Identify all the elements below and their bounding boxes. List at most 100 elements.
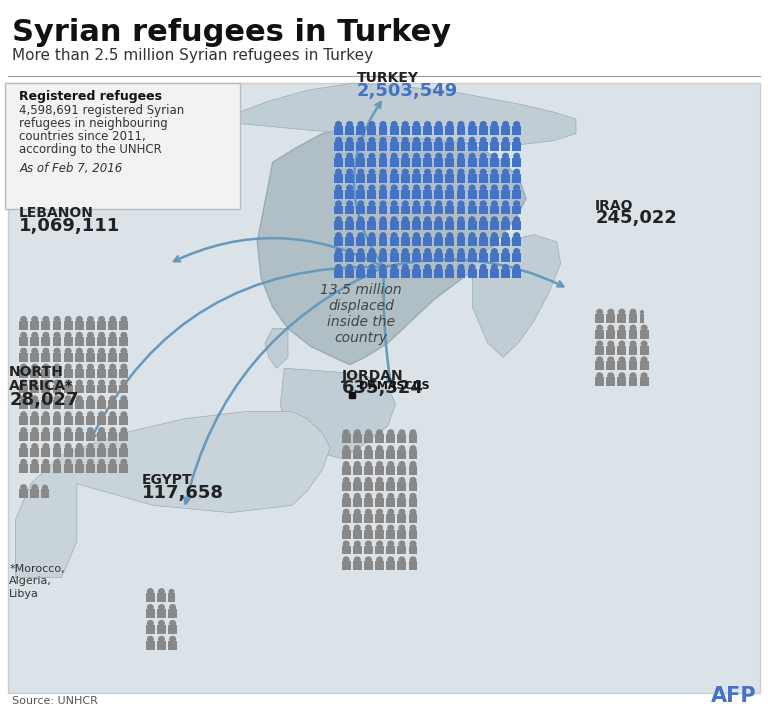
Circle shape [469, 121, 475, 127]
Text: LEBANON: LEBANON [19, 206, 94, 220]
FancyBboxPatch shape [108, 448, 117, 457]
FancyBboxPatch shape [445, 142, 454, 151]
Text: countries since 2011,: countries since 2011, [19, 130, 146, 143]
FancyBboxPatch shape [389, 269, 399, 278]
Circle shape [447, 217, 452, 222]
Circle shape [347, 264, 353, 270]
Circle shape [481, 153, 486, 159]
Circle shape [369, 232, 375, 238]
FancyBboxPatch shape [412, 206, 421, 214]
FancyBboxPatch shape [146, 609, 155, 618]
Text: As of Feb 7, 2016: As of Feb 7, 2016 [19, 162, 122, 175]
Circle shape [88, 412, 93, 417]
FancyBboxPatch shape [389, 222, 399, 230]
Circle shape [458, 169, 464, 175]
FancyBboxPatch shape [19, 417, 28, 425]
FancyBboxPatch shape [74, 432, 84, 441]
FancyBboxPatch shape [74, 369, 84, 378]
FancyBboxPatch shape [108, 321, 117, 330]
Circle shape [392, 153, 397, 159]
Circle shape [110, 443, 115, 449]
Circle shape [503, 121, 508, 127]
Circle shape [88, 443, 93, 449]
FancyBboxPatch shape [397, 530, 406, 539]
FancyBboxPatch shape [468, 238, 476, 246]
FancyBboxPatch shape [445, 269, 454, 278]
Circle shape [402, 264, 408, 270]
Circle shape [55, 380, 60, 386]
FancyBboxPatch shape [401, 174, 409, 183]
Text: 4,598,691 registered Syrian: 4,598,691 registered Syrian [19, 104, 184, 117]
Circle shape [88, 396, 93, 401]
FancyBboxPatch shape [595, 330, 604, 339]
FancyBboxPatch shape [41, 417, 51, 425]
Text: Registered refugees: Registered refugees [19, 90, 162, 103]
FancyBboxPatch shape [456, 253, 465, 262]
FancyBboxPatch shape [617, 362, 626, 370]
FancyBboxPatch shape [375, 435, 384, 443]
Circle shape [492, 264, 497, 270]
FancyBboxPatch shape [19, 490, 28, 498]
FancyBboxPatch shape [375, 498, 384, 507]
FancyBboxPatch shape [401, 190, 409, 199]
Circle shape [369, 153, 375, 159]
Circle shape [641, 373, 647, 378]
FancyBboxPatch shape [379, 238, 387, 246]
Circle shape [21, 443, 26, 449]
FancyBboxPatch shape [41, 464, 51, 473]
Circle shape [469, 232, 475, 238]
FancyBboxPatch shape [41, 490, 48, 498]
FancyBboxPatch shape [389, 174, 399, 183]
Text: JORDAN: JORDAN [342, 369, 403, 383]
FancyBboxPatch shape [397, 498, 406, 507]
Circle shape [355, 430, 360, 435]
FancyBboxPatch shape [423, 269, 432, 278]
Polygon shape [280, 368, 396, 458]
FancyBboxPatch shape [346, 222, 354, 230]
FancyBboxPatch shape [386, 451, 395, 459]
FancyBboxPatch shape [628, 362, 637, 370]
Circle shape [377, 445, 382, 451]
FancyBboxPatch shape [120, 385, 128, 393]
Circle shape [377, 462, 382, 467]
Circle shape [43, 460, 48, 465]
Circle shape [481, 201, 486, 206]
Circle shape [469, 264, 475, 270]
Circle shape [402, 232, 408, 238]
Circle shape [399, 478, 405, 483]
FancyBboxPatch shape [375, 482, 384, 491]
FancyBboxPatch shape [30, 401, 39, 409]
FancyBboxPatch shape [334, 174, 343, 183]
FancyBboxPatch shape [64, 353, 72, 362]
Circle shape [402, 248, 408, 254]
Circle shape [358, 201, 363, 206]
Circle shape [55, 443, 60, 449]
Circle shape [388, 557, 393, 562]
FancyBboxPatch shape [479, 142, 488, 151]
FancyBboxPatch shape [64, 432, 72, 441]
FancyBboxPatch shape [74, 417, 84, 425]
Circle shape [492, 121, 497, 127]
FancyBboxPatch shape [379, 206, 387, 214]
Circle shape [355, 542, 360, 547]
FancyBboxPatch shape [30, 464, 39, 473]
Circle shape [347, 217, 353, 222]
Circle shape [410, 430, 415, 435]
Circle shape [641, 310, 644, 313]
Circle shape [481, 264, 486, 270]
FancyBboxPatch shape [401, 206, 409, 214]
Circle shape [619, 341, 624, 347]
Circle shape [336, 217, 341, 222]
FancyBboxPatch shape [397, 514, 406, 523]
Circle shape [88, 349, 93, 354]
FancyBboxPatch shape [423, 174, 432, 183]
Text: More than 2.5 million Syrian refugees in Turkey: More than 2.5 million Syrian refugees in… [12, 48, 372, 64]
Circle shape [597, 309, 602, 315]
Circle shape [492, 137, 497, 143]
Circle shape [32, 364, 38, 370]
FancyBboxPatch shape [628, 314, 637, 323]
Circle shape [336, 169, 341, 175]
FancyBboxPatch shape [512, 142, 521, 151]
FancyBboxPatch shape [640, 378, 648, 386]
Circle shape [392, 217, 397, 222]
